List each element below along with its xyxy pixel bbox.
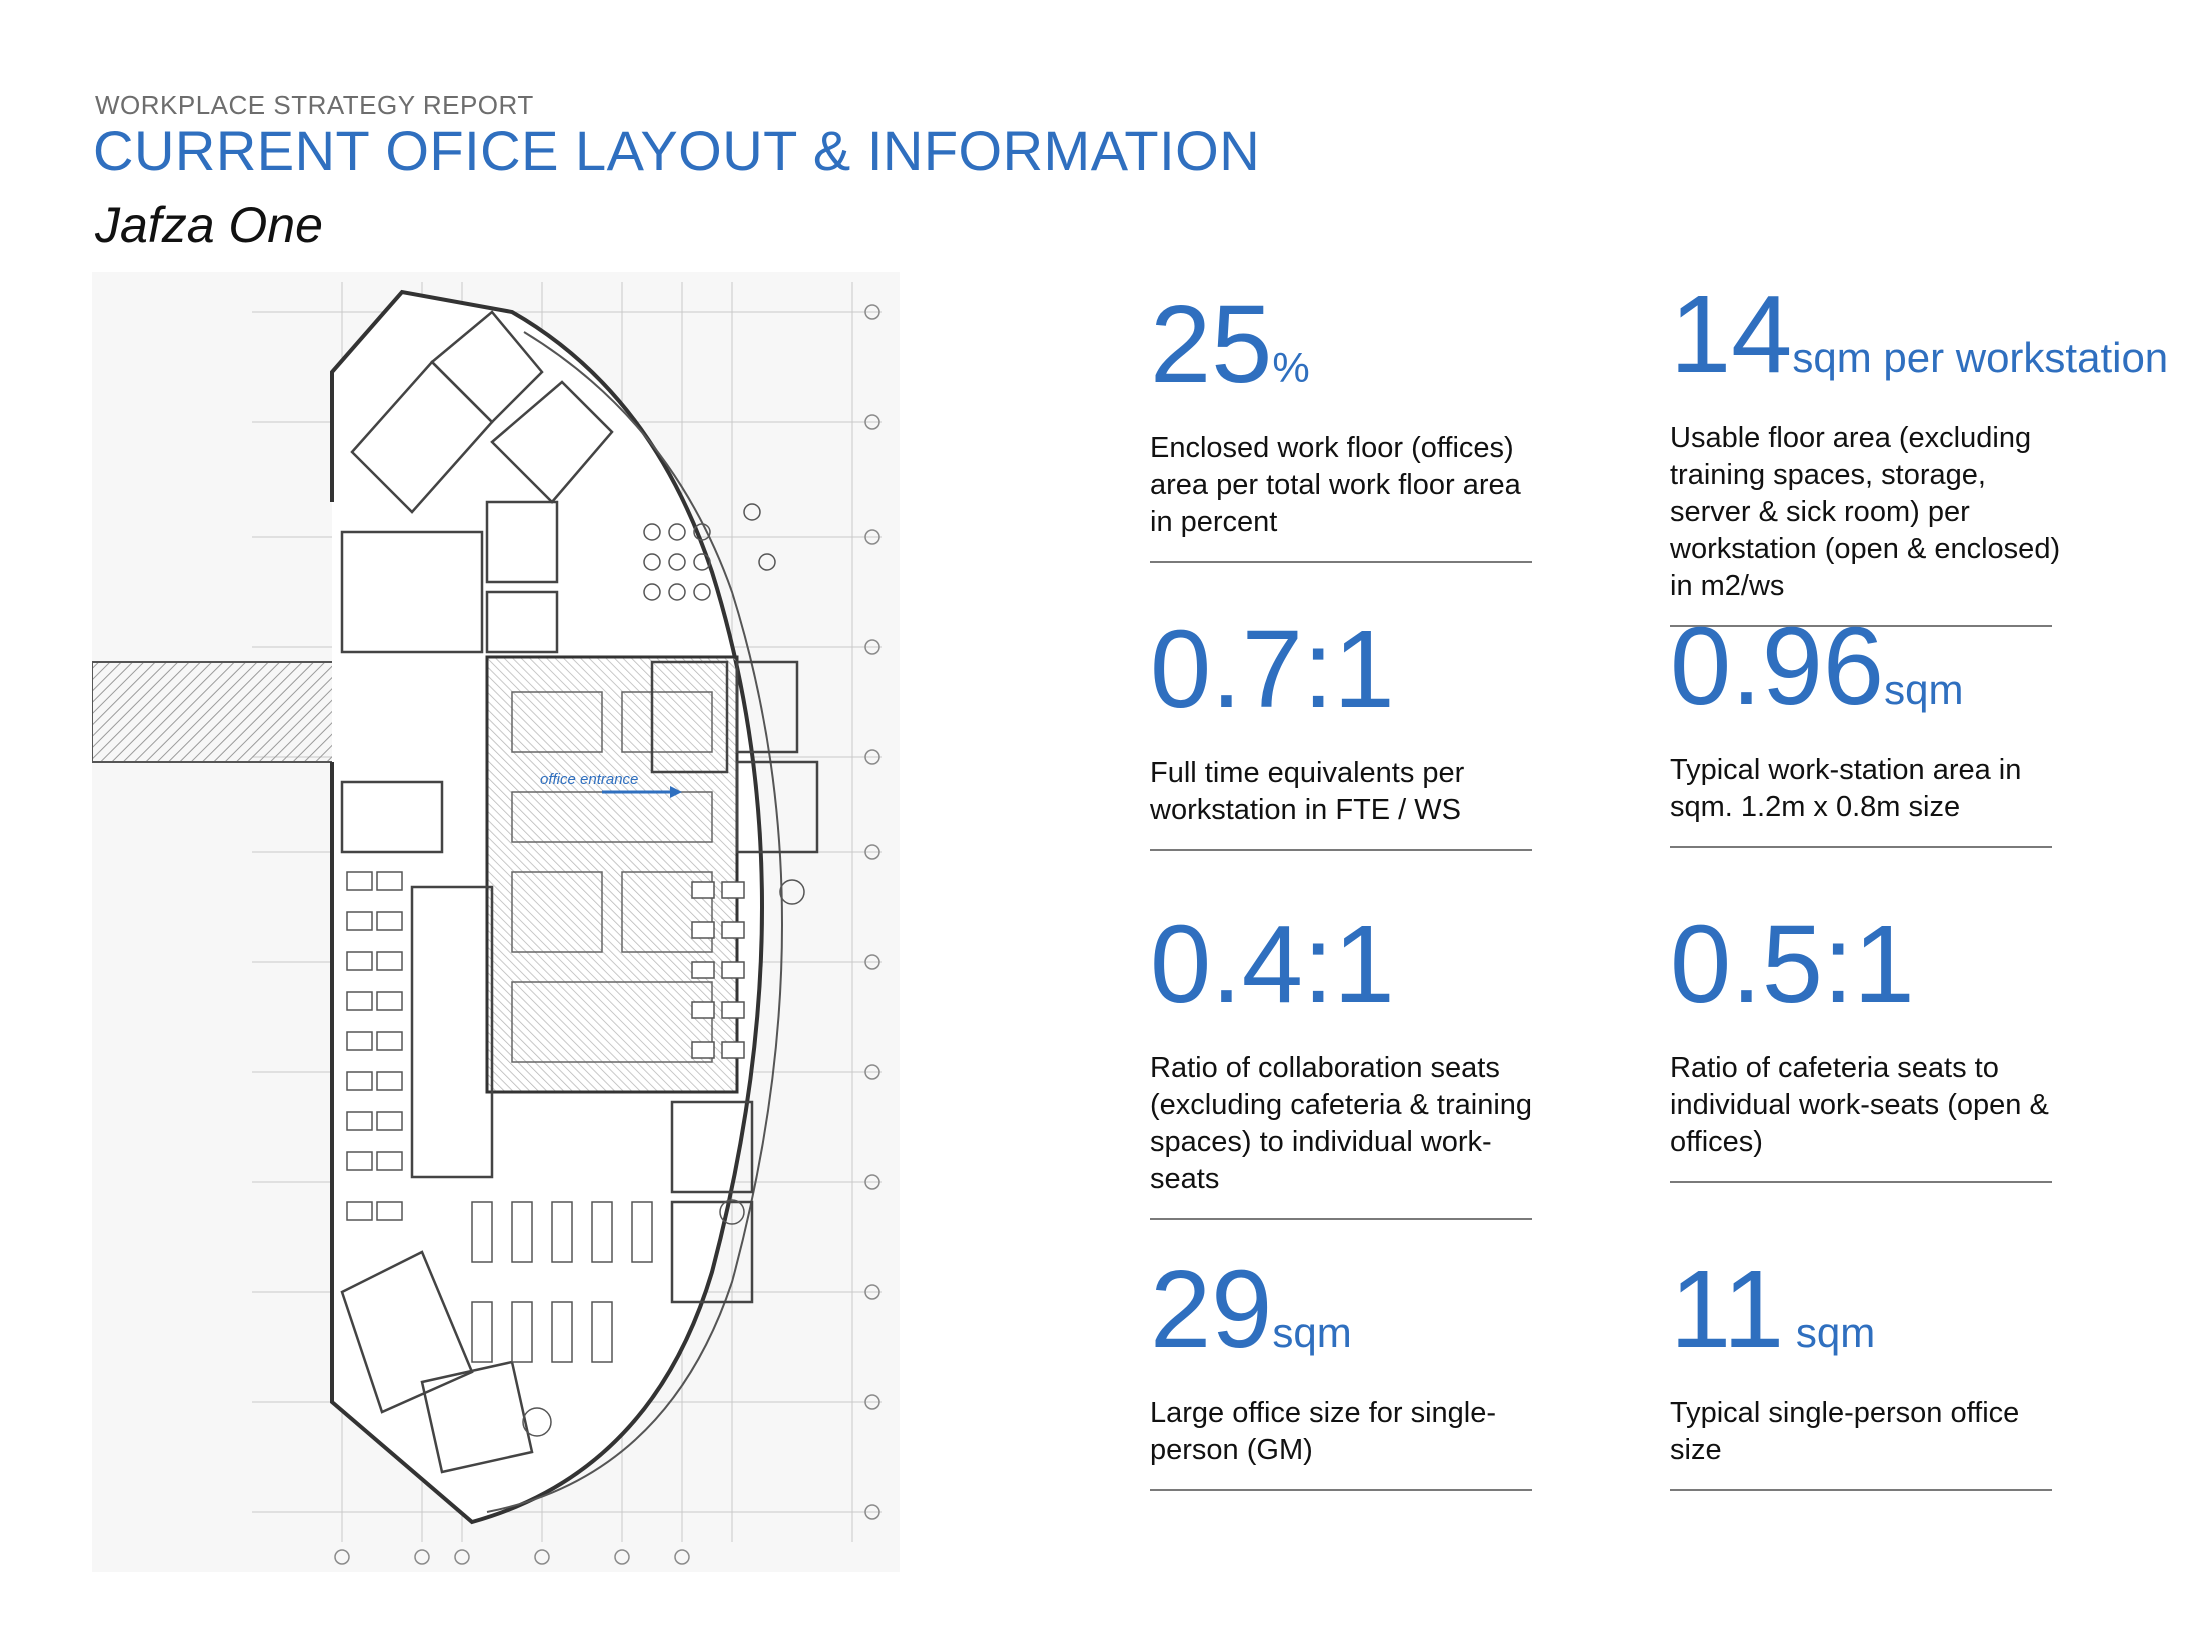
page-subtitle: Jafza One [95, 197, 323, 253]
stat-description: Typical work-station area in sqm. 1.2m x… [1670, 754, 2022, 823]
stat-floor-area-per-workstation: 14sqm per workstation Usable floor area … [1670, 273, 2169, 627]
divider [1670, 1181, 2052, 1183]
stat-fte-per-workstation: 0.7:1 Full time equivalents per workstat… [1150, 615, 1545, 851]
stat-description: Large office size for single-person (GM) [1150, 1397, 1497, 1466]
stat-value: 11 sqm [1670, 1248, 1876, 1371]
stat-value: 0.7:1 [1150, 608, 1395, 731]
divider [1670, 1489, 2052, 1491]
divider [1150, 849, 1532, 851]
stat-unit: % [1272, 344, 1310, 391]
divider [1670, 846, 2052, 848]
stat-single-office-size: 11 sqm Typical single-person office size [1670, 1255, 2065, 1491]
stat-cafeteria-ratio: 0.5:1 Ratio of cafeteria seats to indivi… [1670, 910, 2065, 1183]
stat-value: 29sqm [1150, 1248, 1352, 1371]
floor-plan: office entrance [92, 272, 900, 1572]
divider [1150, 1218, 1532, 1220]
stat-enclosed-area: 25% Enclosed work floor (offices) area p… [1150, 290, 1545, 563]
stat-unit: sqm [1884, 666, 1964, 713]
stat-description: Enclosed work floor (offices) area per t… [1150, 432, 1521, 538]
divider [1670, 625, 2052, 627]
stat-value: 0.4:1 [1150, 903, 1395, 1026]
stat-unit: sqm per workstation [1792, 334, 2169, 381]
stat-description: Ratio of cafeteria seats to individual w… [1670, 1052, 2049, 1158]
entrance-arrow [602, 786, 682, 798]
stat-description: Full time equivalents per workstation in… [1150, 757, 1465, 826]
divider [1150, 561, 1532, 563]
stat-value: 0.5:1 [1670, 903, 1915, 1026]
entrance-label: office entrance [540, 771, 638, 788]
stat-value: 0.96sqm [1670, 605, 1964, 728]
report-kicker: WORKPLACE STRATEGY REPORT [95, 90, 534, 120]
page-title: CURRENT OFICE LAYOUT & INFORMATION [93, 119, 1261, 182]
stat-workstation-area: 0.96sqm Typical work-station area in sqm… [1670, 612, 2065, 848]
stat-large-office-size: 29sqm Large office size for single-perso… [1150, 1255, 1545, 1491]
stat-description: Typical single-person office size [1670, 1397, 2020, 1466]
stat-unit: sqm [1784, 1309, 1876, 1356]
floor-plan-drawing: office entrance [92, 272, 900, 1572]
stat-description: Ratio of collaboration seats (excluding … [1150, 1052, 1533, 1195]
stat-value: 25% [1150, 283, 1310, 406]
stat-unit: sqm [1272, 1309, 1352, 1356]
stat-collaboration-ratio: 0.4:1 Ratio of collaboration seats (excl… [1150, 910, 1545, 1220]
stat-value: 14sqm per workstation [1670, 273, 2169, 396]
stat-description: Usable floor area (excluding training sp… [1670, 422, 2061, 602]
divider [1150, 1489, 1532, 1491]
